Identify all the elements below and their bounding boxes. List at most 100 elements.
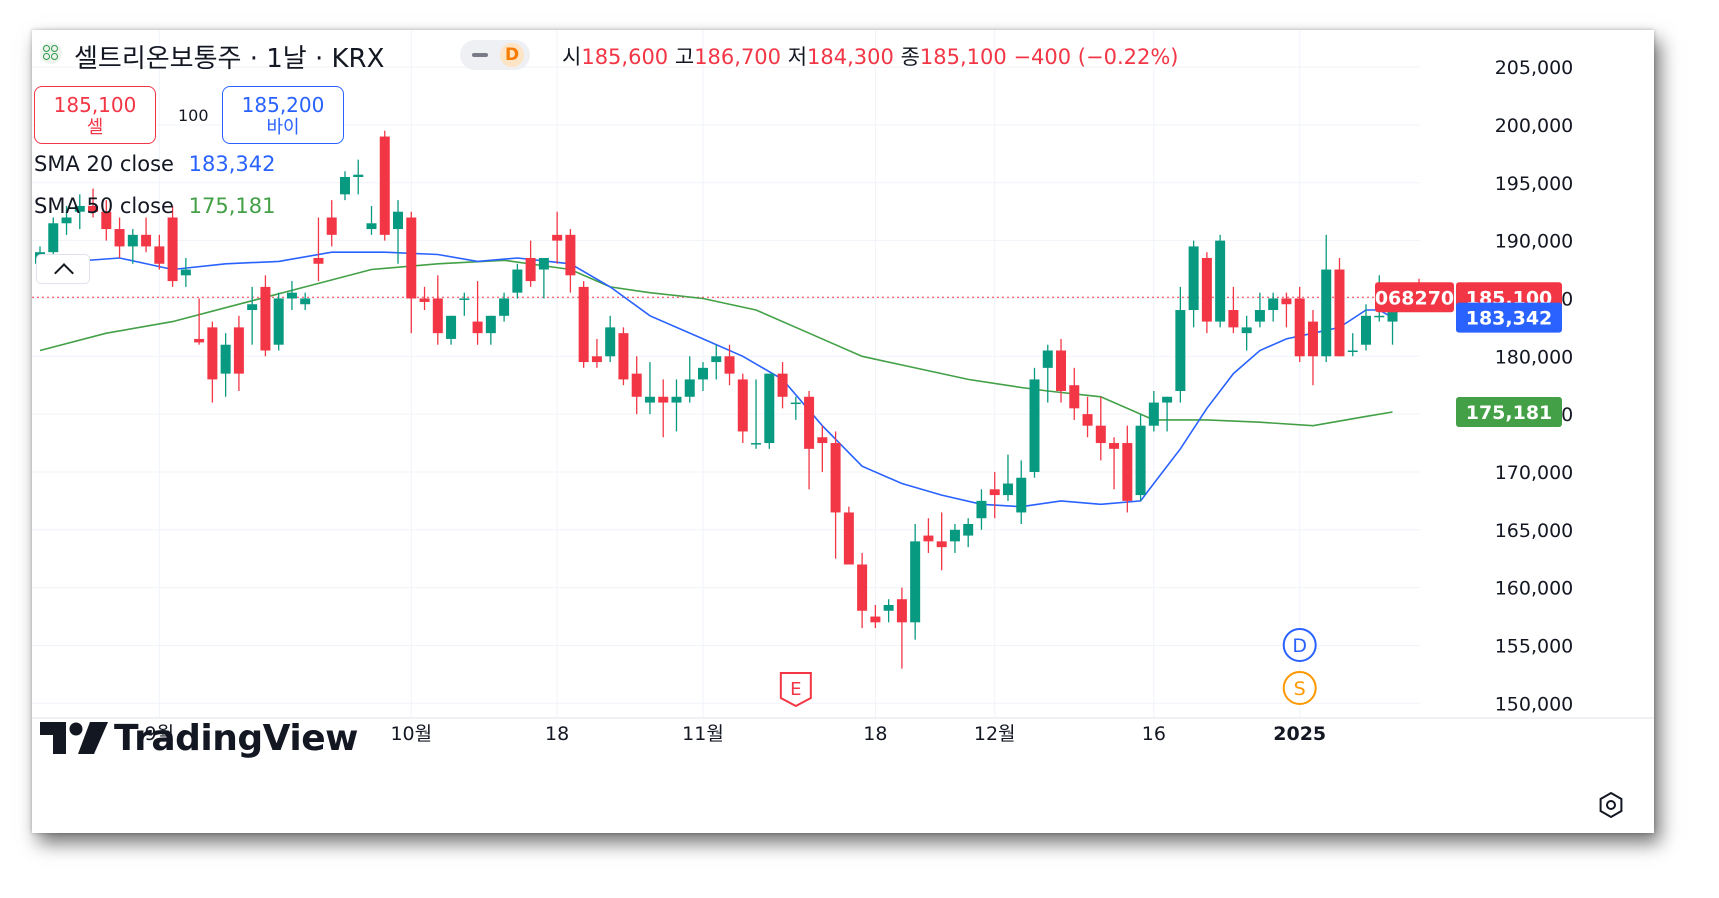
price-chart[interactable]: 205,000200,000195,000190,000185,000180,0… (32, 30, 1654, 833)
candle-body (1361, 315, 1371, 345)
change-value: −400 (−0.22%) (1013, 45, 1179, 69)
candle-body (286, 292, 297, 299)
tradingview-logo-icon (40, 722, 108, 754)
chart-settings-icon[interactable] (1597, 791, 1625, 819)
candle-body (1069, 385, 1080, 409)
candle-body (989, 489, 1000, 496)
candle-body (1241, 327, 1252, 334)
candle-body (644, 396, 655, 403)
candle-body (432, 298, 443, 334)
candle-body (1334, 269, 1345, 357)
candle-body (963, 524, 974, 536)
candle-body (618, 333, 629, 380)
x-tick-label: 18 (545, 723, 569, 745)
candle-body (870, 616, 881, 623)
x-tick-label: 11월 (682, 723, 724, 745)
candle-body (459, 298, 470, 300)
candle-body (247, 304, 258, 311)
y-tick-label: 200,000 (1495, 115, 1574, 137)
candle-body (1082, 414, 1093, 426)
minus-icon (472, 53, 488, 57)
symbol-title[interactable]: 셀트리온보통주 · 1날 · KRX (74, 44, 385, 74)
y-tick-label: 205,000 (1495, 57, 1574, 79)
candle-body (764, 373, 775, 444)
x-tick-label: 12월 (974, 723, 1016, 745)
candle-body (74, 205, 85, 212)
candle-body (1294, 298, 1305, 357)
high-value: 186,700 (694, 45, 782, 69)
high-label: 고 (674, 45, 695, 69)
candle-body (273, 298, 284, 345)
candle-body (499, 298, 510, 316)
collapse-legend-button[interactable] (36, 254, 90, 284)
open-label: 시 (562, 45, 582, 69)
candle-body (260, 286, 271, 351)
candle-body (472, 321, 483, 334)
candle-body (1122, 443, 1133, 501)
symbol-code-tag-bg (1375, 282, 1454, 313)
split-marker-letter: S (1294, 678, 1306, 700)
candle-body (485, 315, 496, 334)
x-tick-label: 9월 (145, 723, 175, 745)
symbol-code-tag: 068270 (1375, 287, 1454, 309)
sma20-label: SMA 20 close (34, 152, 174, 176)
sma20-price-tag: 183,342 (1466, 308, 1553, 330)
candle-body (326, 217, 337, 235)
candle-body (790, 402, 801, 405)
candle-body (724, 356, 735, 374)
candle-body (101, 211, 112, 230)
candle-body (313, 257, 324, 264)
candle-body (233, 327, 244, 374)
tradingview-logo-text: TradingView (114, 718, 358, 759)
candle-body (671, 396, 682, 403)
candle-body (910, 541, 921, 623)
candle-body (1135, 425, 1146, 496)
candle-body (1201, 257, 1212, 322)
chevron-up-icon (54, 263, 74, 283)
candle-body (1042, 350, 1053, 368)
candle-body (976, 500, 987, 519)
candle-body (366, 223, 377, 230)
sell-button[interactable]: 185,100 셀 (34, 86, 156, 144)
close-label: 종 (900, 45, 920, 69)
candle-body (830, 443, 841, 513)
candle-body (1056, 350, 1067, 391)
candle-body (406, 217, 417, 299)
candle-body (48, 223, 59, 253)
sma20-legend[interactable]: SMA 20 close 183,342 (34, 152, 276, 176)
earnings-marker-icon (779, 672, 812, 708)
candle-body (180, 269, 191, 276)
candle-body (751, 443, 762, 445)
candle-body (141, 234, 152, 247)
candle-body (61, 217, 72, 224)
candle-body (525, 257, 536, 282)
sell-price: 185,100 (53, 93, 137, 117)
candle-body (883, 604, 894, 611)
y-tick-label: 165,000 (1495, 520, 1574, 542)
sma50-value: 175,181 (188, 194, 276, 218)
y-tick-label: 155,000 (1495, 635, 1574, 657)
sma50-legend[interactable]: SMA 50 close 175,181 (34, 194, 276, 218)
candle-body (1307, 321, 1318, 357)
x-tick-label: 16 (1142, 723, 1166, 745)
split-marker-icon (1282, 671, 1317, 705)
candle-body (565, 234, 576, 276)
candle-body (1387, 304, 1398, 322)
low-label: 저 (787, 45, 808, 69)
buy-button[interactable]: 185,200 바이 (222, 86, 344, 144)
candle-body (605, 327, 616, 357)
candle-body (194, 338, 205, 343)
candle-body (817, 437, 828, 444)
order-quantity[interactable]: 100 (178, 106, 209, 125)
x-tick-label: 2025 (1273, 723, 1326, 745)
candle-body (538, 257, 549, 270)
buy-label: 바이 (266, 117, 300, 138)
candle-body (1215, 240, 1226, 322)
candle-body (379, 136, 390, 235)
candle-body (1321, 269, 1332, 357)
interval-badge[interactable]: D (460, 40, 530, 70)
candle-body (446, 315, 457, 339)
candle-body (711, 356, 722, 363)
sma50-label: SMA 50 close (34, 194, 174, 218)
close-value: 185,100 (919, 45, 1007, 69)
